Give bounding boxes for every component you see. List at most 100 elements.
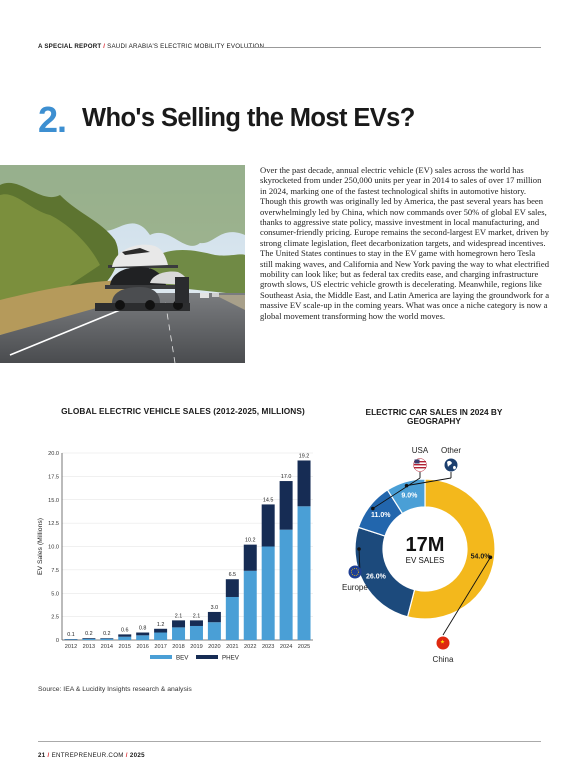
phev-bar xyxy=(118,634,132,637)
y-axis-label: EV Sales (Millions) xyxy=(37,518,44,575)
slice-percent-label: 9.0% xyxy=(401,493,418,500)
total-data-label: 19.2 xyxy=(299,453,310,459)
slice-percent-label: 26.0% xyxy=(366,573,387,580)
y-tick-label: 2.5 xyxy=(51,615,59,621)
x-tick-label: 2014 xyxy=(101,644,113,650)
total-data-label: 0.6 xyxy=(121,627,129,633)
y-tick-label: 10.0 xyxy=(48,545,59,551)
donut-chart-title: ELECTRIC CAR SALES IN 2024 BY GEOGRAPHY xyxy=(365,407,503,427)
x-tick-label: 2022 xyxy=(244,644,256,650)
china-flag-icon: ★ xyxy=(436,636,450,650)
leader-dot xyxy=(357,547,361,551)
legend-label-bev: BEV xyxy=(176,655,189,662)
footer-rule xyxy=(38,741,541,742)
x-tick-label: 2024 xyxy=(280,644,292,650)
x-tick-label: 2016 xyxy=(136,644,148,650)
china-flag-star: ★ xyxy=(440,639,445,646)
section-label: A SPECIAL REPORT xyxy=(38,43,102,50)
footer-year: 2025 xyxy=(129,752,145,759)
total-data-label: 0.2 xyxy=(85,631,93,637)
usa-flag-stripe xyxy=(414,464,426,466)
globe-land xyxy=(447,460,456,470)
footer-separator-1: / xyxy=(47,752,50,759)
y-tick-label: 0 xyxy=(56,638,59,644)
x-tick-label: 2013 xyxy=(83,644,95,650)
bev-bar xyxy=(154,632,168,640)
china-flag-disc xyxy=(436,636,450,650)
center-label: EV SALES xyxy=(406,556,445,565)
phev-bar xyxy=(297,460,311,507)
y-tick-label: 5.0 xyxy=(51,591,59,597)
usa-flag-icon xyxy=(413,458,427,472)
y-tick-label: 15.0 xyxy=(48,498,59,504)
phev-bar xyxy=(82,638,96,639)
total-data-label: 0.1 xyxy=(67,632,75,638)
hero-photo xyxy=(0,165,245,363)
bev-bar xyxy=(172,627,186,640)
leader-dot xyxy=(371,506,375,511)
legend-swatch-bev xyxy=(150,655,172,659)
usa-label: USA xyxy=(412,446,429,455)
x-tick-label: 2025 xyxy=(298,644,310,650)
europe-label: Europe xyxy=(342,583,368,592)
bev-bar xyxy=(243,570,257,640)
header-rule xyxy=(246,47,541,48)
phev-bar xyxy=(154,628,168,633)
x-tick-label: 2019 xyxy=(190,644,202,650)
bev-bar xyxy=(100,638,114,640)
running-header: A SPECIAL REPORT / SAUDI ARABIA'S ELECTR… xyxy=(38,43,264,50)
phev-bar xyxy=(136,632,150,636)
series-title: SAUDI ARABIA'S ELECTRIC MOBILITY EVOLUTI… xyxy=(107,43,265,50)
leader-dot xyxy=(404,483,409,488)
total-data-label: 17.0 xyxy=(281,474,292,480)
article-body: Over the past decade, annual electric ve… xyxy=(260,165,550,321)
eu-flag-icon xyxy=(348,565,362,579)
legend-swatch-phev xyxy=(196,655,218,659)
bev-bar xyxy=(136,635,150,640)
bev-bar xyxy=(207,622,221,640)
footer-separator-2: / xyxy=(125,752,128,759)
other-label: Other xyxy=(441,446,461,455)
phev-bar xyxy=(279,481,293,530)
x-tick-label: 2017 xyxy=(154,644,166,650)
globe-icon xyxy=(444,458,458,472)
center-value: 17M xyxy=(406,534,445,556)
phev-bar xyxy=(225,579,239,597)
total-data-label: 14.5 xyxy=(263,497,274,503)
bev-bar xyxy=(225,596,239,640)
bar-chart-title: GLOBAL ELECTRIC VEHICLE SALES (2012-2025… xyxy=(61,406,305,416)
globe-disc xyxy=(444,458,458,472)
phev-bar xyxy=(243,544,257,571)
total-data-label: 2.1 xyxy=(175,613,183,619)
x-tick-label: 2012 xyxy=(65,644,77,650)
bev-bar xyxy=(279,529,293,640)
y-tick-label: 7.5 xyxy=(51,568,59,574)
total-data-label: 1.2 xyxy=(157,622,165,628)
total-data-label: 3.0 xyxy=(211,605,219,611)
header-separator: / xyxy=(103,43,106,50)
total-data-label: 6.5 xyxy=(229,572,237,578)
usa-flag-stripe xyxy=(414,467,426,469)
x-tick-label: 2015 xyxy=(119,644,131,650)
leader-line xyxy=(406,477,452,487)
bev-bar xyxy=(82,638,96,640)
x-tick-label: 2020 xyxy=(208,644,220,650)
bev-bar xyxy=(64,639,78,640)
y-tick-label: 20.0 xyxy=(48,451,59,457)
leader-dot xyxy=(488,555,493,560)
legend-label-phev: PHEV xyxy=(222,655,240,662)
section-number: 2. xyxy=(38,99,67,140)
x-tick-label: 2021 xyxy=(226,644,238,650)
publication-name: ENTREPRENEUR.COM xyxy=(51,752,124,759)
usa-flag-stripe xyxy=(414,461,426,463)
page-number: 21 xyxy=(38,752,46,759)
phev-bar xyxy=(189,620,203,626)
total-data-label: 10.2 xyxy=(245,538,256,544)
slice-percent-label: 54.0% xyxy=(471,554,492,561)
phev-bar xyxy=(100,638,114,639)
footer: 21 / ENTREPRENEUR.COM / 2025 xyxy=(38,752,145,759)
total-data-label: 2.1 xyxy=(193,613,201,619)
phev-bar xyxy=(207,611,221,623)
y-tick-label: 12.5 xyxy=(48,521,59,527)
